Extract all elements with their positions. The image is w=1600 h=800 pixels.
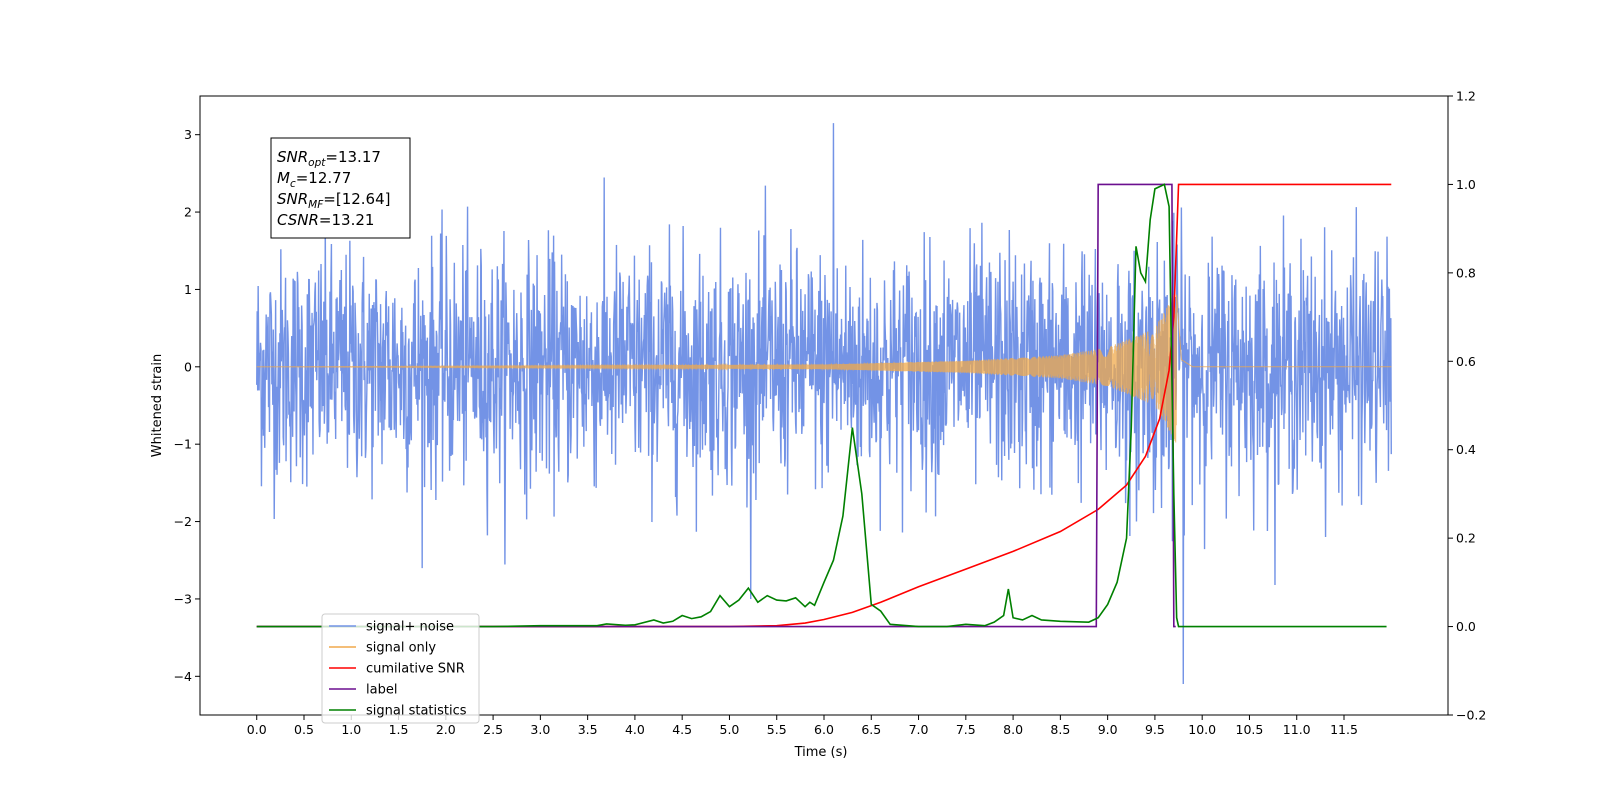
y-tick-label-left: −1 (174, 437, 192, 452)
annotation-line: SNRMF=[12.64] (277, 190, 391, 211)
x-tick-label: 7.5 (956, 722, 976, 737)
y-tick-label-left: 3 (184, 127, 192, 142)
plot-area (256, 123, 1392, 685)
y-tick-label-right: −0.2 (1456, 708, 1486, 723)
annotation-line: CSNR=13.21 (277, 211, 374, 229)
x-tick-label: 11.0 (1283, 722, 1311, 737)
legend-signal-statistics: signal statistics (366, 704, 467, 719)
x-tick-label: 0.5 (294, 722, 314, 737)
x-tick-label: 7.0 (909, 722, 929, 737)
x-tick-label: 8.5 (1050, 722, 1070, 737)
legend-label: label (366, 683, 397, 698)
y-tick-label-left: 0 (184, 359, 192, 374)
annotation-line: SNRopt=13.17 (277, 148, 381, 169)
series-signal-plus-noise (256, 123, 1392, 685)
y-tick-label-left: −2 (174, 514, 192, 529)
x-tick-label: 8.0 (1003, 722, 1023, 737)
x-tick-label: 9.5 (1145, 722, 1165, 737)
y-tick-label-right: 1.0 (1456, 177, 1476, 192)
x-tick-label: 5.0 (720, 722, 740, 737)
x-tick-label: 6.5 (861, 722, 881, 737)
y-tick-label-right: 0.8 (1456, 265, 1476, 280)
y-tick-label-left: −4 (174, 669, 192, 684)
y-tick-label-right: 0.0 (1456, 619, 1476, 634)
series-signal-statistics (256, 183, 1387, 628)
x-tick-label: 4.5 (672, 722, 692, 737)
x-tick-label: 3.0 (530, 722, 550, 737)
series-signal-only (256, 294, 1392, 443)
x-tick-label: 2.0 (436, 722, 456, 737)
x-tick-label: 10.5 (1236, 722, 1264, 737)
y-axis-label: Whitened strain (150, 354, 165, 457)
x-tick-label: 1.0 (341, 722, 361, 737)
x-tick-label: 1.5 (389, 722, 409, 737)
legend-signal-plus-noise: signal+ noise (366, 620, 454, 635)
x-tick-label: 4.0 (625, 722, 645, 737)
y-tick-label-right: 0.4 (1456, 442, 1476, 457)
x-tick-label: 11.5 (1330, 722, 1358, 737)
x-tick-label: 2.5 (483, 722, 503, 737)
x-axis-label: Time (s) (794, 745, 848, 760)
annotation-box: SNRopt=13.17Mc=12.77SNRMF=[12.64]CSNR=13… (270, 137, 411, 239)
legend: signal+ noise signal only cumilative SNR la… (321, 613, 480, 724)
x-tick-label: 9.0 (1098, 722, 1118, 737)
legend-signal-only: signal only (366, 641, 436, 656)
y-tick-label-left: 2 (184, 205, 192, 220)
x-tick-label: 3.5 (578, 722, 598, 737)
x-tick-label: 0.0 (247, 722, 267, 737)
x-tick-label: 6.0 (814, 722, 834, 737)
y-tick-label-left: −3 (174, 591, 192, 606)
x-tick-label: 5.5 (767, 722, 787, 737)
y-tick-label-right: 1.2 (1456, 89, 1476, 104)
y-tick-label-right: 0.2 (1456, 531, 1476, 546)
y-tick-label-right: 0.6 (1456, 354, 1476, 369)
y-tick-label-left: 1 (184, 282, 192, 297)
series-label (256, 183, 1176, 628)
annotation-line: Mc=12.77 (277, 169, 351, 190)
legend-cumulative-snr: cumilative SNR (366, 662, 465, 677)
x-tick-label: 10.0 (1188, 722, 1216, 737)
